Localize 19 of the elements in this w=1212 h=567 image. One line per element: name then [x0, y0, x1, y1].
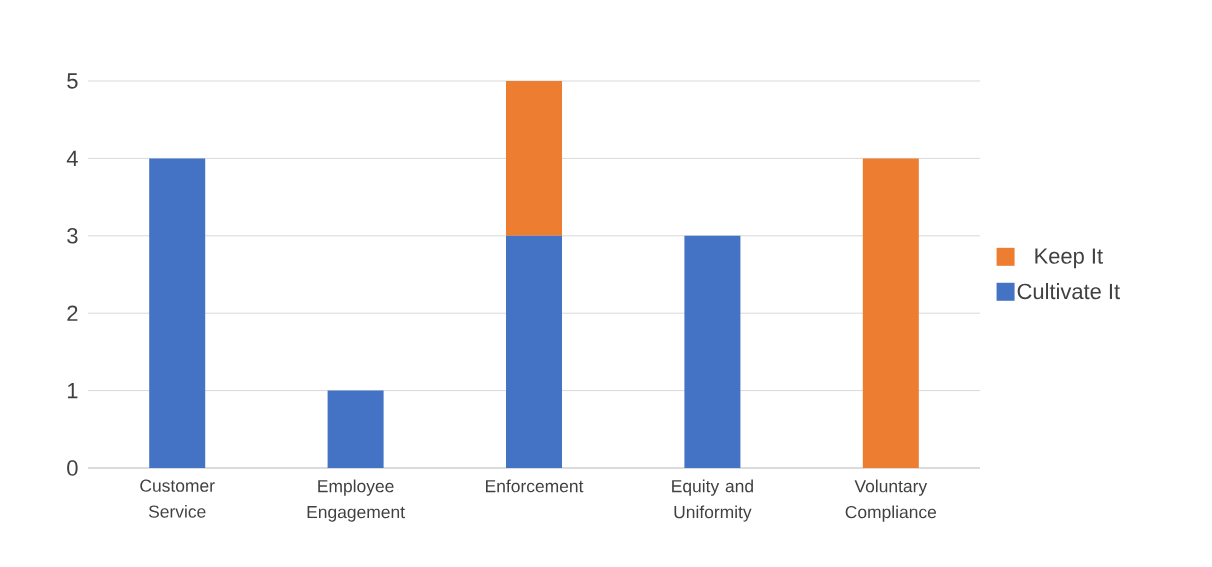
x-tick-label: Employee Engagement — [307, 479, 405, 522]
bar — [149, 158, 206, 468]
y-tick-label: 2 — [67, 305, 78, 321]
x-tick-label: Enforcement — [486, 479, 584, 493]
y-tick-label: 0 — [67, 460, 78, 476]
bar — [684, 235, 741, 468]
bar — [862, 158, 919, 468]
y-tick-label: 3 — [67, 228, 78, 244]
bar — [506, 81, 562, 236]
bar — [327, 390, 384, 468]
y-tick-label: 1 — [67, 383, 78, 399]
y-tick-label: 4 — [66, 150, 78, 166]
legend-label: Cultivate It — [1017, 283, 1120, 300]
x-tick-label: Customer Service — [140, 479, 215, 518]
x-tick-label: Voluntary Compliance — [845, 479, 937, 522]
legend-label: Keep It — [1035, 248, 1103, 269]
bar — [506, 235, 562, 468]
y-tick-label: 5 — [67, 73, 78, 89]
x-tick-label: Equity and Uniformity — [672, 479, 753, 522]
